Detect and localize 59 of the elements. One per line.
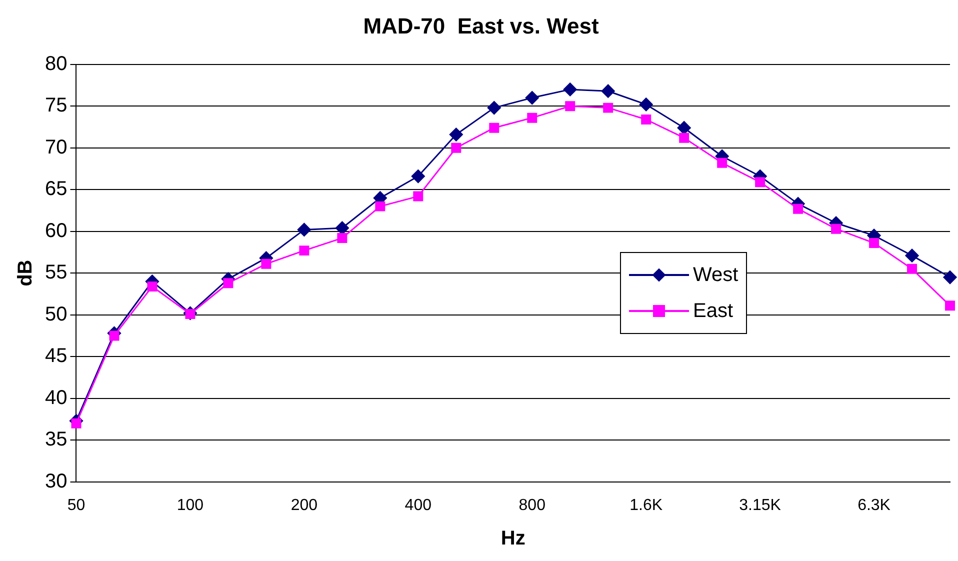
point bbox=[525, 91, 539, 105]
y-tick-label: 65 bbox=[44, 178, 68, 200]
point bbox=[641, 114, 652, 124]
y-tick-label: 50 bbox=[44, 303, 68, 326]
point bbox=[335, 221, 349, 235]
y-tick-label: 75 bbox=[44, 94, 68, 117]
legend-label: East bbox=[693, 300, 734, 322]
point bbox=[639, 98, 653, 112]
point bbox=[451, 142, 462, 153]
chart-title: MAD-70 East vs. West bbox=[363, 13, 600, 38]
y-tick-label: 60 bbox=[44, 220, 68, 242]
point bbox=[109, 330, 120, 341]
point bbox=[603, 102, 614, 113]
point bbox=[261, 258, 272, 269]
point bbox=[755, 177, 766, 188]
x-tick-label: 50 bbox=[67, 496, 86, 514]
point bbox=[565, 101, 576, 112]
point bbox=[71, 418, 82, 428]
x-tick-label: 400 bbox=[404, 496, 432, 514]
y-tick-label: 35 bbox=[44, 428, 68, 451]
point bbox=[297, 222, 311, 236]
point bbox=[717, 158, 728, 168]
point bbox=[679, 132, 690, 143]
point bbox=[563, 82, 577, 96]
point bbox=[449, 128, 463, 142]
point bbox=[907, 264, 918, 274]
y-tick-label: 80 bbox=[44, 52, 68, 75]
point bbox=[905, 248, 919, 262]
point bbox=[147, 281, 158, 292]
legend-label: West bbox=[693, 264, 738, 286]
point bbox=[487, 101, 501, 115]
y-tick-label: 30 bbox=[44, 470, 68, 492]
x-tick-label: 1.6K bbox=[630, 496, 663, 514]
x-axis-title: Hz bbox=[500, 528, 526, 550]
y-tick-label: 70 bbox=[44, 136, 68, 158]
y-tick-label: 55 bbox=[44, 262, 68, 284]
x-tick-label: 3.15K bbox=[739, 496, 782, 514]
x-tick-label: 100 bbox=[176, 496, 204, 514]
point bbox=[831, 224, 842, 234]
point bbox=[413, 191, 424, 202]
y-tick-label: 40 bbox=[44, 386, 68, 409]
point bbox=[337, 233, 348, 244]
point bbox=[375, 201, 386, 212]
y-tick-label: 45 bbox=[44, 345, 68, 368]
y-axis-title: dB bbox=[14, 260, 37, 286]
point bbox=[869, 238, 880, 248]
point bbox=[299, 246, 310, 256]
x-tick-label: 6.3K bbox=[858, 496, 891, 514]
point bbox=[677, 121, 691, 135]
point bbox=[223, 278, 234, 288]
point bbox=[943, 270, 957, 284]
point bbox=[793, 204, 804, 214]
x-tick-label: 800 bbox=[518, 496, 546, 514]
point bbox=[489, 122, 500, 133]
point bbox=[411, 170, 425, 184]
point bbox=[601, 84, 615, 98]
x-tick-label: 200 bbox=[290, 496, 318, 514]
point bbox=[527, 112, 538, 123]
point bbox=[945, 300, 955, 311]
